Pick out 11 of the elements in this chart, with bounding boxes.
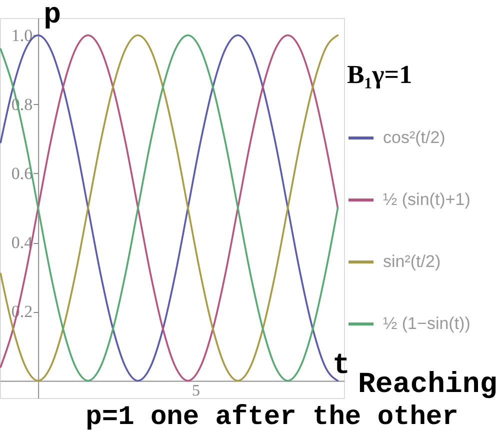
annotation: 5	[192, 382, 200, 400]
text: p=1 one after the other	[86, 403, 458, 431]
legend-label: ½ (1−sin(t))	[383, 314, 470, 333]
legend-label: sin²(t/2)	[383, 252, 441, 271]
text: Reaching	[358, 368, 498, 401]
legend-label: ½ (sin(t)+1)	[383, 190, 470, 209]
legend-label: cos²(t/2)	[383, 128, 446, 147]
legend-title: B₁γ=1	[347, 60, 412, 89]
y-axis-title: p	[44, 0, 61, 32]
y-tick-label: 1.0	[11, 26, 33, 45]
x-axis-title: t	[332, 349, 350, 382]
